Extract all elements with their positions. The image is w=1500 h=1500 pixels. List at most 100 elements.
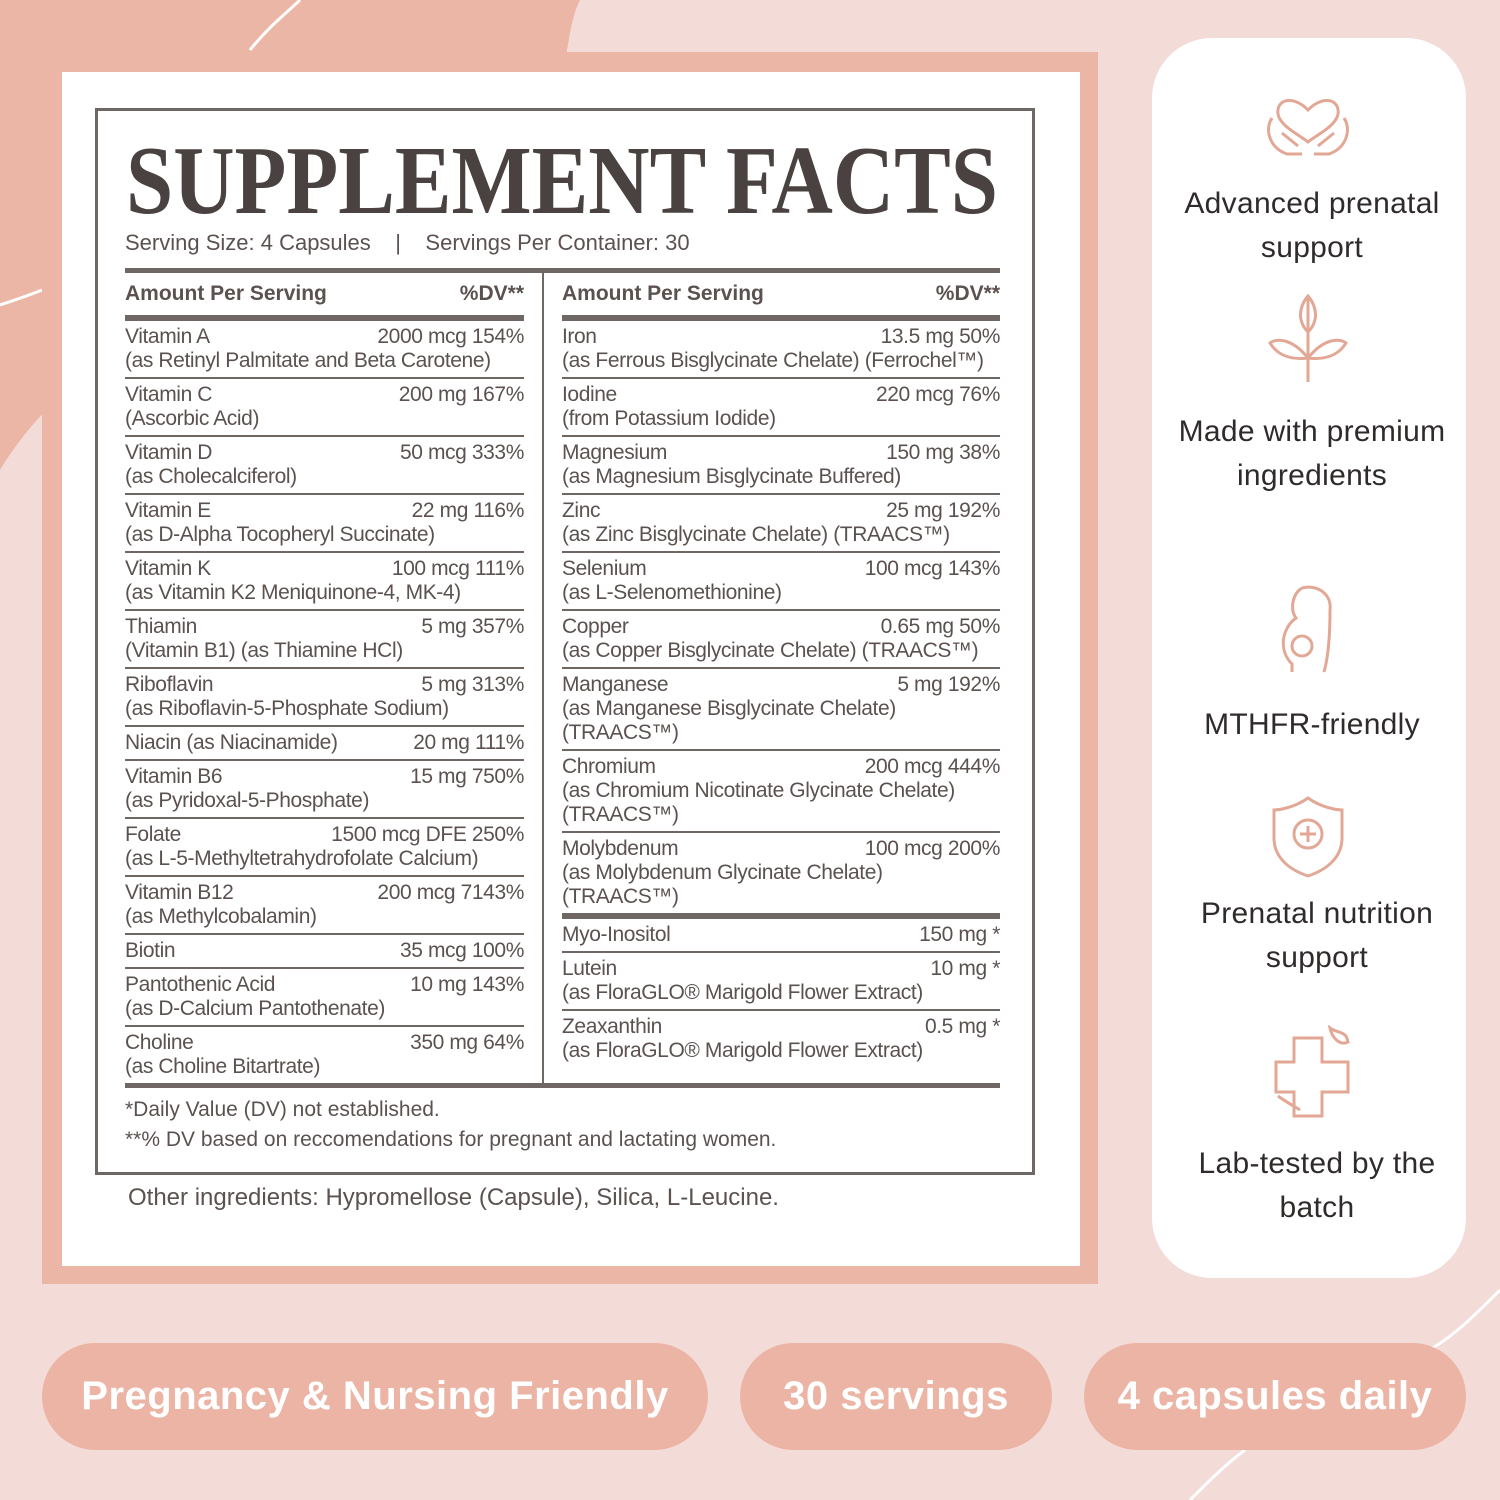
nutrient-detail: (as Methylcobalamin) xyxy=(125,905,317,928)
nutrient-name: Thiamin xyxy=(125,615,197,638)
nutrient-values: 100 mcg 111% xyxy=(392,557,524,581)
nutrient-line: Molybdenum 100 mcg 200% xyxy=(562,837,1000,861)
nutrient-values: 200 mcg 7143% xyxy=(377,881,524,905)
nutrient-line: Biotin 35 mcg 100% xyxy=(125,939,524,963)
feature-text: Prenatal nutrition support xyxy=(1200,897,1434,974)
nutrient-values: 25 mg 192% xyxy=(886,499,1000,523)
nutrient-dv: 444% xyxy=(947,755,1000,778)
nutrient-row: Folate 1500 mcg DFE 250% (as L-5-Methyltet… xyxy=(125,819,524,877)
nutrient-amount: 100 mcg xyxy=(864,557,943,580)
nutrient-name: Vitamin A xyxy=(125,325,210,348)
nutrient-line: Vitamin D 50 mcg 333% xyxy=(125,441,524,465)
nutrient-line: Zinc 25 mg 192% xyxy=(562,499,1000,523)
nutrient-name: Pantothenic Acid xyxy=(125,973,276,996)
nutrient-values: 2000 mcg 154% xyxy=(377,325,524,349)
nutrient-detail: (as Riboflavin-5-Phosphate Sodium) xyxy=(125,697,449,720)
nutrient-amount: 200 mcg xyxy=(864,755,943,778)
nutrient-dv: 313% xyxy=(471,673,524,696)
nutrient-amount: 5 mg xyxy=(897,673,943,696)
nutrient-line: Vitamin K 100 mcg 111% xyxy=(125,557,524,581)
title-svg: SUPPLEMENT FACTS xyxy=(126,130,998,230)
facts-box xyxy=(95,108,1035,1175)
nutrient-line: Riboflavin 5 mg 313% xyxy=(125,673,524,697)
nutrient-values: 13.5 mg 50% xyxy=(881,325,1000,349)
nutrient-dv: 143% xyxy=(947,557,1000,580)
nutrient-amount: 15 mg xyxy=(410,765,467,788)
nutrient-amount: 5 mg xyxy=(421,673,467,696)
nutrient-row: Vitamin B6 15 mg 750% (as Pyridoxal-5-Phos… xyxy=(125,761,524,819)
nutrient-values: 5 mg 313% xyxy=(421,673,524,697)
nutrient-name: Molybdenum xyxy=(562,837,679,860)
nutrient-values: 200 mg 167% xyxy=(399,383,524,407)
features-panel xyxy=(1152,38,1466,1278)
nutrient-row: Copper 0.65 mg 50% (as Copper Bisglycinate… xyxy=(562,611,1000,669)
nutrient-name: Niacin (as Niacinamide) xyxy=(125,731,338,754)
nutrient-row: Zinc 25 mg 192% (as Zinc Bisglycinate Chel… xyxy=(562,495,1000,553)
nutrient-detail: (as Retinyl Palmitate and Beta Carotene) xyxy=(125,349,491,372)
nutrient-row: Choline 350 mg 64% (as Choline Bitartrate) xyxy=(125,1027,524,1083)
nutrient-dv: 357% xyxy=(471,615,524,638)
servings-per-container: Servings Per Container: 30 xyxy=(425,230,690,255)
nutrient-detail: (as D-Calcium Pantothenate) xyxy=(125,997,385,1020)
nutrient-values: 5 mg 357% xyxy=(421,615,524,639)
nutrient-line: Copper 0.65 mg 50% xyxy=(562,615,1000,639)
nutrient-values: 0.5 mg * xyxy=(925,1015,1000,1039)
nutrient-name: Lutein xyxy=(562,957,617,980)
nutrient-row: Niacin (as Niacinamide) 20 mg 111% xyxy=(125,727,524,761)
nutrient-dv: 111% xyxy=(475,731,524,754)
nutrient-dv: 167% xyxy=(471,383,524,406)
nutrient-line: Iodine 220 mcg 76% xyxy=(562,383,1000,407)
nutrient-values: 22 mg 116% xyxy=(412,499,524,523)
nutrient-detail: (as FloraGLO® Marigold Flower Extract) xyxy=(562,981,923,1004)
nutrient-line: Myo-Inositol 150 mg * xyxy=(562,923,1000,947)
nutrient-dv: 116% xyxy=(473,499,524,522)
nutrient-name: Biotin xyxy=(125,939,176,962)
nutrient-row: Selenium 100 mcg 143% (as L-Selenomethioni… xyxy=(562,553,1000,611)
nutrient-name: Vitamin C xyxy=(125,383,213,406)
nutrient-row: Myo-Inositol 150 mg * xyxy=(562,919,1000,953)
nutrient-row: Thiamin 5 mg 357% (Vitamin B1) (as Thiamin… xyxy=(125,611,524,669)
nutrient-name: Myo-Inositol xyxy=(562,923,671,946)
nutrient-dv: 76% xyxy=(959,383,1000,406)
nutrient-dv: * xyxy=(992,957,1000,980)
nutrient-values: 35 mcg 100% xyxy=(400,939,524,963)
nutrient-amount: 25 mg xyxy=(886,499,943,522)
nutrient-name: Copper xyxy=(562,615,629,638)
nutrient-detail: (as Ferrous Bisglycinate Chelate) (Ferro… xyxy=(562,349,984,372)
nutrient-amount: 0.65 mg xyxy=(880,615,954,638)
badge: 4 capsules daily xyxy=(1084,1343,1466,1450)
nutrient-amount: 20 mg xyxy=(413,731,470,754)
nutrient-line: Vitamin C 200 mg 167% xyxy=(125,383,524,407)
nutrient-detail: (as Choline Bitartrate) xyxy=(125,1055,321,1078)
nutrient-row: Manganese 5 mg 192% (as Manganese Bisglyci… xyxy=(562,669,1000,751)
nutrient-detail: (Ascorbic Acid) xyxy=(125,407,260,430)
nutrient-name: Manganese xyxy=(562,673,669,696)
nutrient-values: 50 mcg 333% xyxy=(400,441,524,465)
nutrient-dv: * xyxy=(992,923,1000,946)
nutrient-name: Chromium xyxy=(562,755,656,778)
nutrient-amount: 1500 mcg DFE xyxy=(331,823,467,846)
nutrient-detail: (as Manganese Bisglycinate Chelate) xyxy=(562,697,896,720)
nutrient-line: Selenium 100 mcg 143% xyxy=(562,557,1000,581)
nutrient-dv: 154% xyxy=(471,325,524,348)
badge: 30 servings xyxy=(740,1343,1052,1450)
nutrient-amount: 0.5 mg xyxy=(924,1015,987,1038)
nutrient-detail: (as Pyridoxal-5-Phosphate) xyxy=(125,789,370,812)
nutrient-dv: 192% xyxy=(947,499,1000,522)
nutrient-dv: 111% xyxy=(475,557,524,580)
row-group: Vitamin A 2000 mcg 154% (as Retinyl Palmit… xyxy=(125,321,524,1083)
badge: Pregnancy & Nursing Friendly xyxy=(42,1343,708,1450)
nutrient-detail: (as L-5-Methyltetrahydrofolate Calcium) xyxy=(125,847,479,870)
row-group: Myo-Inositol 150 mg * Lutein 10 mg * (as Flo… xyxy=(562,913,1000,1067)
icon-pregnant xyxy=(1281,585,1332,673)
nutrient-dv: 192% xyxy=(947,673,1000,696)
nutrient-values: 10 mg 143% xyxy=(410,973,524,997)
nutrient-name: Vitamin D xyxy=(125,441,213,464)
nutrient-detail: (as Cholecalciferol) xyxy=(125,465,297,488)
nutrient-row: Vitamin C 200 mg 167% (Ascorbic Acid) xyxy=(125,379,524,437)
nutrient-row: Iron 13.5 mg 50% (as Ferrous Bisglycinate … xyxy=(562,321,1000,379)
nutrient-row: Biotin 35 mcg 100% xyxy=(125,935,524,969)
nutrient-amount: 100 mcg xyxy=(864,837,943,860)
header-amount: Amount Per Serving xyxy=(562,282,764,305)
